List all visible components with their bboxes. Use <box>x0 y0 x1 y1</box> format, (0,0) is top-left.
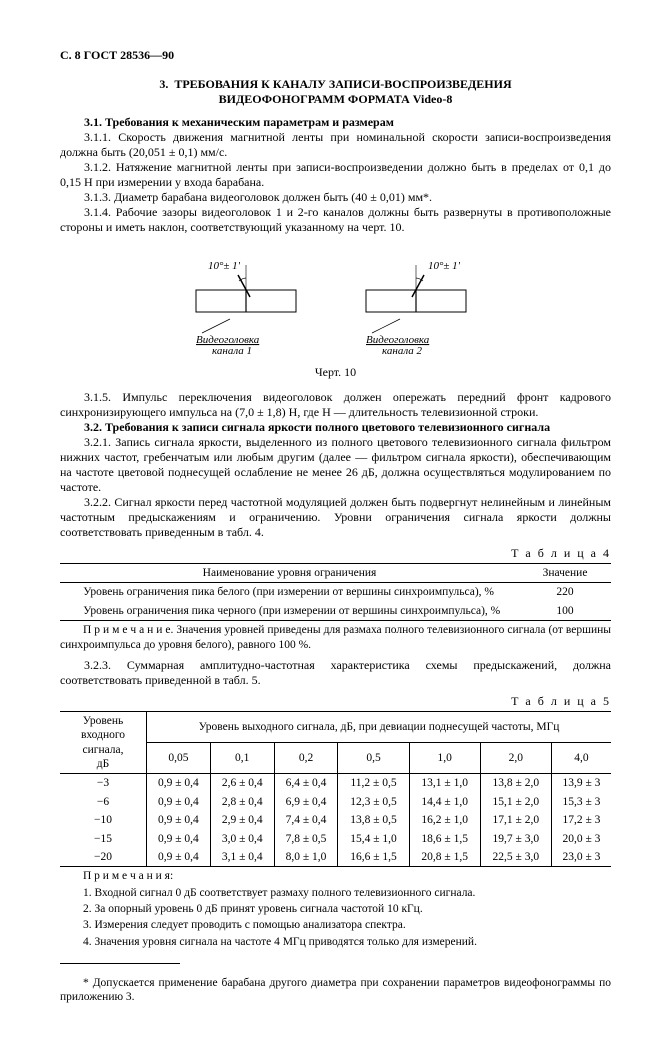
t5-cell: 12,3 ± 0,5 <box>338 793 409 811</box>
t5-cell: 7,4 ± 0,4 <box>274 811 338 829</box>
t5-cell: 23,0 ± 3 <box>551 848 611 867</box>
t5-note-3: 3. Измерения следует проводить с помощью… <box>60 918 611 932</box>
t5-col-in-l3: дБ <box>97 758 109 770</box>
t5-note-4: 4. Значения уровня сигнала на частоте 4 … <box>60 935 611 949</box>
t5-cell: 6,4 ± 0,4 <box>274 774 338 793</box>
t5-cell: 3,0 ± 0,4 <box>210 830 274 848</box>
t4-note-text: П р и м е ч а н и е. Значения уровней пр… <box>60 624 611 650</box>
t4-r1-name: Уровень ограничения пика черного (при из… <box>60 602 519 621</box>
t5-cell: 15,1 ± 2,0 <box>480 793 551 811</box>
angle-right-text: 10°± 1' <box>428 260 461 272</box>
t5-f6: 4,0 <box>551 743 611 774</box>
t4-r1-val: 100 <box>519 602 611 621</box>
t5-cell: 3,1 ± 0,4 <box>210 848 274 867</box>
t5-cell: 13,9 ± 3 <box>551 774 611 793</box>
t4-col2: Значение <box>519 564 611 583</box>
t5-row-in: −15 <box>60 830 147 848</box>
angle-left-text: 10°± 1' <box>208 260 241 272</box>
figure-10-caption: Черт. 10 <box>60 365 611 380</box>
t5-row-in: −6 <box>60 793 147 811</box>
para-3-1-4: 3.1.4. Рабочие зазоры видеоголовок 1 и 2… <box>60 205 611 235</box>
table-4: Наименование уровня ограничения Значение… <box>60 563 611 621</box>
t4-r0-name: Уровень ограничения пика белого (при изм… <box>60 583 519 602</box>
section-num: 3. <box>159 77 168 91</box>
t5-cell: 18,6 ± 1,5 <box>409 830 480 848</box>
svg-text:канала 2: канала 2 <box>382 345 423 355</box>
para-3-1-2: 3.1.2. Натяжение магнитной ленты при зап… <box>60 160 611 190</box>
t5-f2: 0,2 <box>274 743 338 774</box>
t5-cell: 6,9 ± 0,4 <box>274 793 338 811</box>
t5-f0: 0,05 <box>147 743 211 774</box>
para-3-2-1: 3.2.1. Запись сигнала яркости, выделенно… <box>60 435 611 495</box>
footnote-rule <box>60 963 180 964</box>
t5-col-in: Уровень входного сигнала, дБ <box>60 711 147 774</box>
t5-row-in: −10 <box>60 811 147 829</box>
t5-cell: 17,2 ± 3 <box>551 811 611 829</box>
t5-cell: 2,9 ± 0,4 <box>210 811 274 829</box>
t5-cell: 13,8 ± 0,5 <box>338 811 409 829</box>
t5-cell: 13,1 ± 1,0 <box>409 774 480 793</box>
subsection-3-1-label: 3.1. Требования к механическим параметра… <box>84 115 394 129</box>
t5-col-in-l1: Уровень <box>83 715 124 727</box>
t5-notes-label: П р и м е ч а н и я: <box>60 869 611 883</box>
table-5-label: Т а б л и ц а 5 <box>60 694 611 709</box>
figure-10: 10°± 1' Видеоголовка канала 1 10°± 1' Ви… <box>60 245 611 359</box>
t5-cell: 16,2 ± 1,0 <box>409 811 480 829</box>
t5-cell: 16,6 ± 1,5 <box>338 848 409 867</box>
para-3-2-2: 3.2.2. Сигнал яркости перед частотной мо… <box>60 495 611 540</box>
subsection-3-1: 3.1. Требования к механическим параметра… <box>60 115 611 130</box>
t5-cell: 7,8 ± 0,5 <box>274 830 338 848</box>
t5-f4: 1,0 <box>409 743 480 774</box>
para-3-1-5-text: 3.1.5. Импульс переключения видеоголовок… <box>60 390 611 419</box>
t5-cell: 17,1 ± 2,0 <box>480 811 551 829</box>
section-title: 3. ТРЕБОВАНИЯ К КАНАЛУ ЗАПИСИ-ВОСПРОИЗВЕ… <box>60 77 611 107</box>
footnote: * Допускается применение барабана другог… <box>60 976 611 1005</box>
t5-cell: 15,3 ± 3 <box>551 793 611 811</box>
t5-cell: 2,6 ± 0,4 <box>210 774 274 793</box>
t5-cell: 8,0 ± 1,0 <box>274 848 338 867</box>
t5-cell: 0,9 ± 0,4 <box>147 774 211 793</box>
t5-cell: 13,8 ± 2,0 <box>480 774 551 793</box>
t5-cell: 0,9 ± 0,4 <box>147 811 211 829</box>
t4-r0-val: 220 <box>519 583 611 602</box>
para-3-2-3: 3.2.3. Суммарная амплитудно-частотная ха… <box>60 658 611 688</box>
subsection-3-2: 3.2. Требования к записи сигнала яркости… <box>60 420 611 435</box>
section-title-line2: ВИДЕОФОНОГРАММ ФОРМАТА Video-8 <box>219 92 453 106</box>
t5-cell: 0,9 ± 0,4 <box>147 848 211 867</box>
para-3-1-3: 3.1.3. Диаметр барабана видеоголовок дол… <box>60 190 611 205</box>
t5-row-in: −20 <box>60 848 147 867</box>
page-header: С. 8 ГОСТ 28536—90 <box>60 48 611 63</box>
t5-cell: 0,9 ± 0,4 <box>147 830 211 848</box>
t4-col1: Наименование уровня ограничения <box>60 564 519 583</box>
t5-cell: 22,5 ± 3,0 <box>480 848 551 867</box>
table-4-note: П р и м е ч а н и е. Значения уровней пр… <box>60 623 611 652</box>
t5-cell: 20,8 ± 1,5 <box>409 848 480 867</box>
t5-f3: 0,5 <box>338 743 409 774</box>
subsection-3-2-label: 3.2. Требования к записи сигнала яркости… <box>84 420 550 434</box>
t5-cell: 14,4 ± 1,0 <box>409 793 480 811</box>
t5-note-2: 2. За опорный уровень 0 дБ принят уровен… <box>60 902 611 916</box>
t5-cell: 20,0 ± 3 <box>551 830 611 848</box>
t5-f5: 2,0 <box>480 743 551 774</box>
t5-cell: 11,2 ± 0,5 <box>338 774 409 793</box>
svg-text:канала 1: канала 1 <box>212 345 252 355</box>
t5-cell: 2,8 ± 0,4 <box>210 793 274 811</box>
t5-cell: 15,4 ± 1,0 <box>338 830 409 848</box>
t5-f1: 0,1 <box>210 743 274 774</box>
para-3-1-5: 3.1.5. Импульс переключения видеоголовок… <box>60 390 611 420</box>
t5-cell: 19,7 ± 3,0 <box>480 830 551 848</box>
t5-col-out: Уровень выходного сигнала, дБ, при девиа… <box>147 711 612 742</box>
table-5: Уровень входного сигнала, дБ Уровень вых… <box>60 711 611 867</box>
t5-cell: 0,9 ± 0,4 <box>147 793 211 811</box>
t5-note-1: 1. Входной сигнал 0 дБ соответствует раз… <box>60 886 611 900</box>
t5-col-in-l2: входного сигнала, <box>81 729 125 755</box>
table-4-label: Т а б л и ц а 4 <box>60 546 611 561</box>
para-3-1-1: 3.1.1. Скорость движения магнитной ленты… <box>60 130 611 160</box>
section-title-line1: ТРЕБОВАНИЯ К КАНАЛУ ЗАПИСИ-ВОСПРОИЗВЕДЕН… <box>174 77 511 91</box>
t5-row-in: −3 <box>60 774 147 793</box>
